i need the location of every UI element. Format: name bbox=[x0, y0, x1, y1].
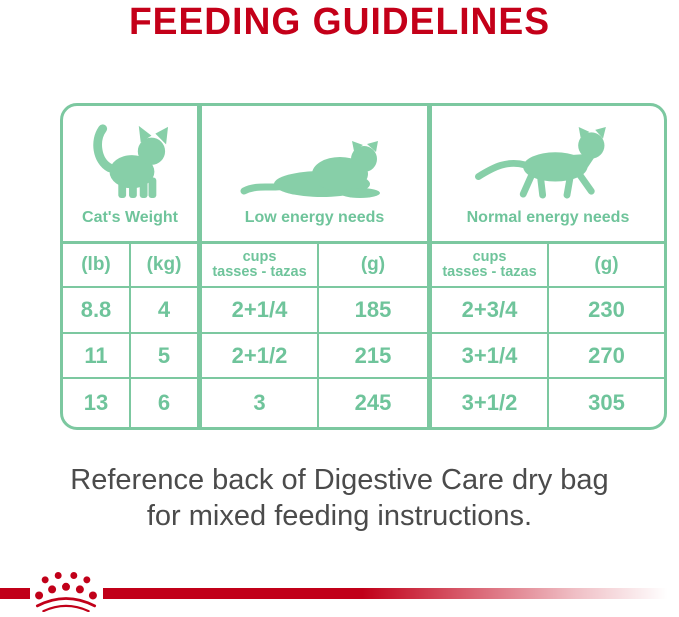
page-title: FEEDING GUIDELINES bbox=[128, 1, 551, 43]
table-cell: 2+3/4 bbox=[432, 288, 549, 334]
table-cell: 8.8 bbox=[63, 288, 131, 334]
col-header-cups-low: cups tasses - tazas bbox=[202, 244, 319, 288]
table-cell: 2+1/2 bbox=[202, 334, 319, 379]
standing-cat-icon bbox=[89, 121, 171, 199]
col-header-lb: (lb) bbox=[63, 244, 131, 288]
footer-note: Reference back of Digestive Care dry bag… bbox=[0, 462, 679, 534]
table-cell: 185 bbox=[319, 288, 432, 334]
table-cell: 13 bbox=[63, 379, 131, 427]
table-cell: 4 bbox=[131, 288, 202, 334]
table-cell: 270 bbox=[549, 334, 664, 379]
section-label: Normal energy needs bbox=[466, 209, 630, 226]
table-cell: 5 bbox=[131, 334, 202, 379]
table-cell: 305 bbox=[588, 390, 625, 415]
red-divider-bar-right bbox=[103, 588, 679, 599]
table-cell: 3 bbox=[202, 379, 319, 427]
header-low-energy: Low energy needs bbox=[202, 106, 432, 244]
feeding-guidelines-table: Cat's Weight Low energy needs bbox=[60, 103, 667, 430]
table-cell: 215 bbox=[319, 334, 432, 379]
tasses-tazas-label: tasses - tazas bbox=[442, 264, 537, 280]
section-label: Low energy needs bbox=[244, 209, 385, 226]
lying-cat-icon bbox=[240, 141, 390, 199]
col-header-g-normal: (g) bbox=[549, 244, 664, 288]
header-cats-weight: Cat's Weight bbox=[63, 106, 202, 244]
header-normal-energy: Normal energy needs bbox=[432, 106, 664, 244]
walking-cat-icon bbox=[472, 126, 624, 199]
footer-note-line1: Reference back of Digestive Care dry bag bbox=[70, 464, 609, 496]
table-cell: 245 bbox=[319, 379, 432, 427]
col-header-kg: (kg) bbox=[131, 244, 202, 288]
table-cell: 3+1/2 bbox=[432, 379, 549, 427]
table-cell: 11 bbox=[63, 334, 131, 379]
table-cell: 6 bbox=[131, 379, 202, 427]
footer-note-line2: for mixed feeding instructions. bbox=[146, 500, 533, 532]
cups-label: cups bbox=[472, 248, 507, 265]
table-cell: 230 bbox=[549, 288, 664, 334]
col-header-cups-normal: cups tasses - tazas bbox=[432, 244, 549, 288]
col-header-g-low: (g) bbox=[319, 244, 432, 288]
royal-canin-crown-icon bbox=[33, 572, 99, 617]
section-label: Cat's Weight bbox=[82, 209, 178, 226]
table-cell: 2+1/4 bbox=[202, 288, 319, 334]
table-cell: 3+1/4 bbox=[432, 334, 549, 379]
tasses-tazas-label: tasses - tazas bbox=[212, 264, 307, 280]
red-divider-bar-left bbox=[0, 588, 30, 599]
cups-label: cups bbox=[242, 248, 277, 265]
